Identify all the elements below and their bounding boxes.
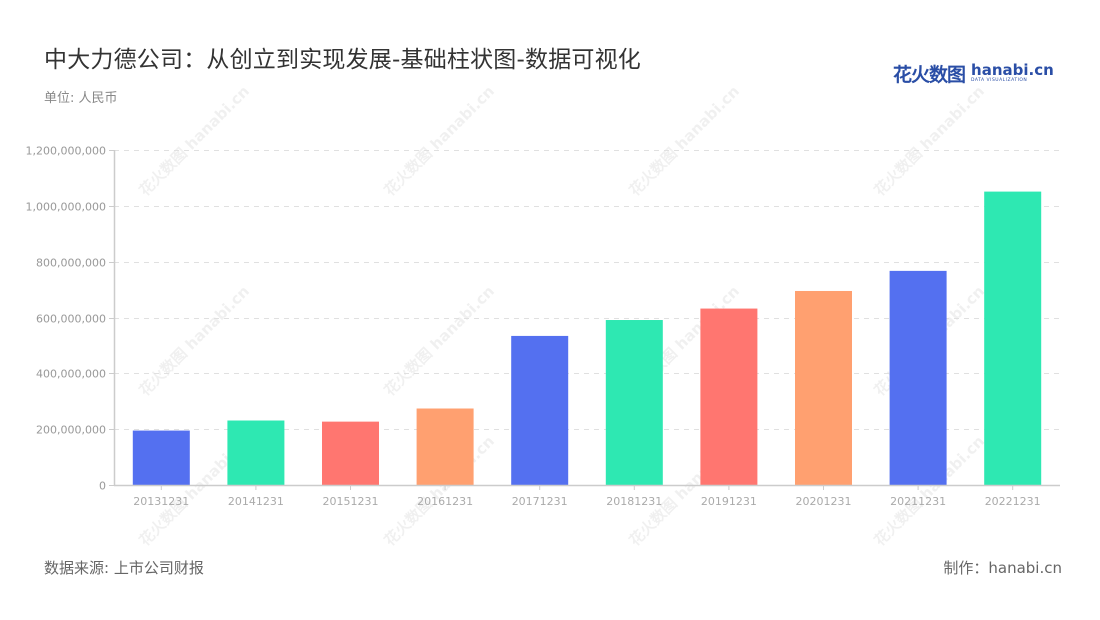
bar-20151231[interactable] [322,421,379,485]
y-tick-label: 1,200,000,000 [26,145,106,158]
y-tick-label: 400,000,000 [36,368,106,381]
y-tick-label: 600,000,000 [36,313,106,326]
x-tick-label: 20191231 [701,495,757,508]
x-tick-label: 20181231 [606,495,662,508]
bar-20171231[interactable] [511,335,569,485]
x-tick-label: 20161231 [417,495,473,508]
logo-en-text: hanabi.cn [971,61,1054,80]
y-axis: 0 200,000,000 400,000,000 600,000,000 800,00… [26,145,116,493]
x-tick-label: 20131231 [133,495,189,508]
grid-lines [114,150,1060,430]
y-tick-label: 200,000,000 [36,424,106,437]
logo-cn-text: 花火数图 [893,64,966,86]
unit-label: 单位: 人民币 [44,91,118,106]
bar-20201231[interactable] [795,290,852,485]
x-tick-label: 20171231 [512,495,568,508]
bar-20211231[interactable] [889,270,947,485]
bars [132,191,1042,486]
x-tick-label: 20221231 [985,495,1041,508]
bar-20141231[interactable] [227,420,285,485]
x-tick-label: 20201231 [796,495,852,508]
bar-20191231[interactable] [700,308,758,485]
y-tick-label: 0 [99,480,106,493]
logo-en-block: hanabi.cn DATA VISUALIZATION [971,63,1054,84]
bar-20181231[interactable] [605,320,663,485]
chart-title: 中大力德公司：从创立到实现发展-基础柱状图-数据可视化 [44,47,641,73]
bar-20221231[interactable] [984,191,1042,486]
x-tick-label: 20211231 [890,495,946,508]
credit: 制作：hanabi.cn [943,559,1062,577]
bar-20131231[interactable] [132,430,190,485]
brand-logo: 花火数图 hanabi.cn DATA VISUALIZATION [893,60,1054,87]
x-tick-label: 20141231 [228,495,284,508]
bar-20161231[interactable] [416,408,474,485]
y-tick-label: 800,000,000 [36,257,106,270]
logo-en-subtext: DATA VISUALIZATION [971,78,1028,84]
y-tick-label: 1,000,000,000 [26,201,106,214]
x-axis: 20131231 20141231 20151231 20161231 20171231… [114,484,1060,508]
data-source: 数据来源: 上市公司财报 [44,559,204,577]
x-tick-label: 20151231 [323,495,379,508]
